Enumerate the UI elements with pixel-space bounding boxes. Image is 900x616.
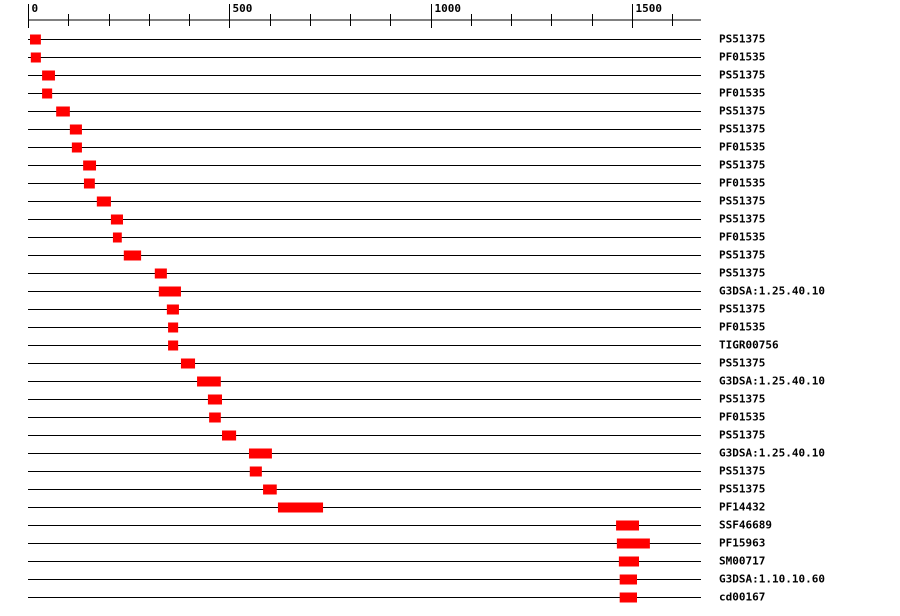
domain-bar <box>209 412 221 423</box>
domain-bar <box>83 160 97 171</box>
row-label: PF01535 <box>719 141 765 154</box>
row-label: G3DSA:1.25.40.10 <box>719 285 825 298</box>
domain-bar <box>168 340 179 351</box>
row-label: PF01535 <box>719 51 765 64</box>
row-label: cd00167 <box>719 591 765 604</box>
row-label: SSF46689 <box>719 519 772 532</box>
row-label: PF01535 <box>719 177 765 190</box>
domain-bar <box>71 142 82 153</box>
row-label: TIGR00756 <box>719 339 779 352</box>
domain-bar <box>277 502 324 513</box>
domain-bar <box>83 178 95 189</box>
row-label: PS51375 <box>719 33 765 46</box>
domain-bar <box>96 196 111 207</box>
row-label: PF01535 <box>719 411 765 424</box>
row-label: PS51375 <box>719 483 765 496</box>
domain-bar <box>263 484 277 495</box>
row-label: PS51375 <box>719 303 765 316</box>
row-label: PS51375 <box>719 69 765 82</box>
domain-bar <box>619 574 638 585</box>
row-label: SM00717 <box>719 555 765 568</box>
x-tick-label: 500 <box>233 2 253 15</box>
domain-bar <box>123 250 142 261</box>
domain-bar <box>197 376 221 387</box>
domain-bar <box>154 268 167 279</box>
domain-bar <box>222 430 237 441</box>
x-tick-label: 1000 <box>435 2 462 15</box>
row-label: PF15963 <box>719 537 765 550</box>
row-label: G3DSA:1.10.10.60 <box>719 573 825 586</box>
domain-bar <box>248 448 272 459</box>
domain-bar <box>158 286 181 297</box>
row-label: PS51375 <box>719 123 765 136</box>
domain-bar <box>42 88 53 99</box>
row-label: PS51375 <box>719 213 765 226</box>
domain-bar <box>30 52 41 63</box>
x-tick-label: 0 <box>32 2 39 15</box>
domain-bar <box>168 322 179 333</box>
domain-bar <box>207 394 223 405</box>
domain-bar <box>180 358 196 369</box>
domain-bar <box>249 466 262 477</box>
domain-bar <box>30 34 41 45</box>
row-label: PF01535 <box>719 321 765 334</box>
row-label: PS51375 <box>719 393 765 406</box>
row-label: PS51375 <box>719 267 765 280</box>
row-label: G3DSA:1.25.40.10 <box>719 447 825 460</box>
row-label: PS51375 <box>719 249 765 262</box>
row-label: PS51375 <box>719 195 765 208</box>
row-label: PF14432 <box>719 501 765 514</box>
domain-bar <box>56 106 70 117</box>
domain-bar <box>112 232 122 243</box>
domain-bar <box>166 304 179 315</box>
row-label: G3DSA:1.25.40.10 <box>719 375 825 388</box>
domain-bar <box>616 520 640 531</box>
domain-bar <box>42 70 55 81</box>
row-label: PS51375 <box>719 465 765 478</box>
row-label: PS51375 <box>719 429 765 442</box>
domain-bar <box>619 592 638 603</box>
row-label: PS51375 <box>719 357 765 370</box>
domain-bar <box>69 124 82 135</box>
row-label: PF01535 <box>719 231 765 244</box>
domain-bar <box>110 214 123 225</box>
domain-bar <box>616 538 650 549</box>
row-label: PS51375 <box>719 105 765 118</box>
row-label: PF01535 <box>719 87 765 100</box>
x-tick-label: 1500 <box>636 2 663 15</box>
row-label: PS51375 <box>719 159 765 172</box>
domain-bar <box>618 556 640 567</box>
